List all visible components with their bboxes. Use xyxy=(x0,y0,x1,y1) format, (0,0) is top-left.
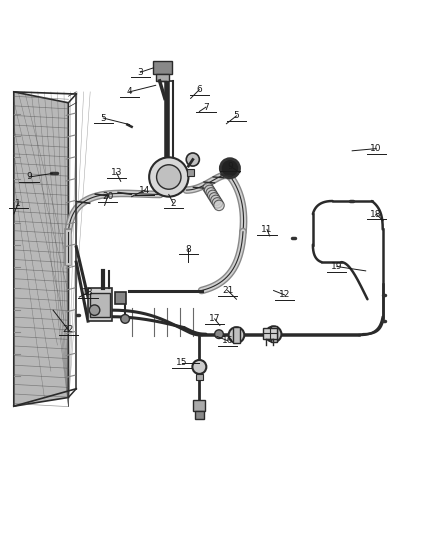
Text: 17: 17 xyxy=(209,314,220,324)
Text: 10: 10 xyxy=(371,144,382,153)
Text: 19: 19 xyxy=(331,262,343,271)
Bar xyxy=(271,326,277,342)
Text: 9: 9 xyxy=(227,161,233,171)
Circle shape xyxy=(266,326,282,342)
Text: 8: 8 xyxy=(186,245,191,254)
Bar xyxy=(263,328,277,338)
Bar xyxy=(187,169,194,176)
Circle shape xyxy=(156,165,181,189)
Text: 18: 18 xyxy=(82,288,94,297)
Text: 5: 5 xyxy=(100,114,106,123)
Bar xyxy=(155,75,169,81)
Circle shape xyxy=(211,195,221,206)
Bar xyxy=(195,410,204,419)
Text: 7: 7 xyxy=(203,103,209,111)
Circle shape xyxy=(212,198,223,208)
Bar xyxy=(193,400,205,410)
Text: 9: 9 xyxy=(26,173,32,182)
Circle shape xyxy=(220,159,240,178)
Text: 22: 22 xyxy=(63,325,74,334)
Text: 5: 5 xyxy=(233,111,239,120)
Circle shape xyxy=(89,305,100,316)
Text: 18: 18 xyxy=(371,209,382,219)
Circle shape xyxy=(209,192,219,203)
Bar xyxy=(90,293,110,317)
Text: 20: 20 xyxy=(102,192,113,201)
Text: 13: 13 xyxy=(111,168,122,177)
Bar xyxy=(152,61,172,75)
Bar xyxy=(233,327,240,343)
Circle shape xyxy=(203,183,213,193)
Text: 4: 4 xyxy=(127,87,132,96)
Circle shape xyxy=(215,330,223,338)
Circle shape xyxy=(214,200,224,211)
Text: 6: 6 xyxy=(197,85,202,94)
Text: 3: 3 xyxy=(138,68,143,77)
Circle shape xyxy=(192,360,206,374)
Text: 1: 1 xyxy=(15,199,21,208)
Circle shape xyxy=(121,314,130,323)
Circle shape xyxy=(208,190,218,200)
Bar xyxy=(88,288,112,321)
Circle shape xyxy=(186,153,199,166)
Polygon shape xyxy=(14,92,68,406)
Circle shape xyxy=(205,185,215,196)
Circle shape xyxy=(149,157,188,197)
Text: 12: 12 xyxy=(279,290,290,300)
Text: 21: 21 xyxy=(222,286,233,295)
Circle shape xyxy=(206,188,216,198)
Bar xyxy=(115,292,127,304)
Text: 2: 2 xyxy=(170,199,176,208)
Text: 11: 11 xyxy=(261,225,273,234)
Bar xyxy=(196,374,203,381)
Circle shape xyxy=(229,327,244,343)
Text: 15: 15 xyxy=(176,358,187,367)
Text: 16: 16 xyxy=(222,336,233,345)
Text: 14: 14 xyxy=(139,185,151,195)
